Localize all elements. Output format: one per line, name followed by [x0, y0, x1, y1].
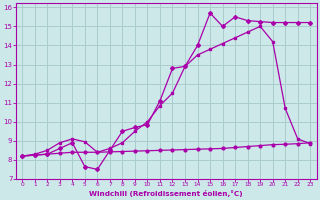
X-axis label: Windchill (Refroidissement éolien,°C): Windchill (Refroidissement éolien,°C) — [89, 190, 243, 197]
